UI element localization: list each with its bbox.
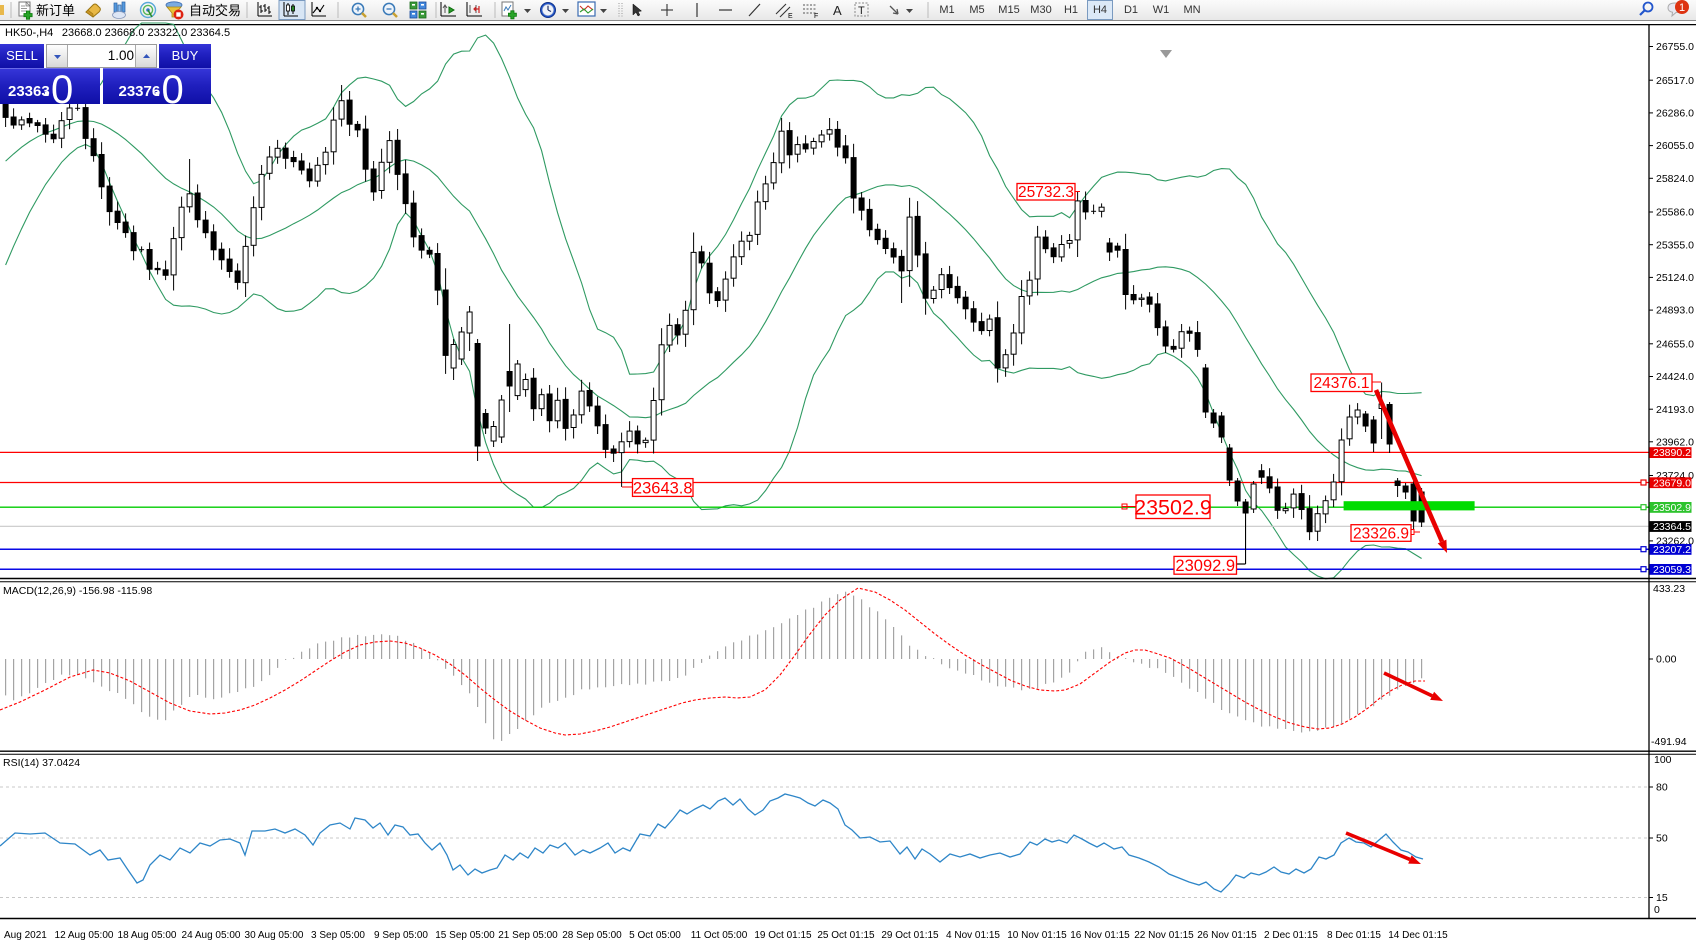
svg-text:0: 0 (1654, 904, 1660, 916)
svg-text:23207.2: 23207.2 (1653, 544, 1691, 556)
svg-text:50: 50 (1656, 833, 1668, 845)
svg-text:23059.3: 23059.3 (1653, 564, 1691, 576)
svg-text:9 Sep 05:00: 9 Sep 05:00 (374, 930, 428, 941)
svg-text:24376.1: 24376.1 (1313, 375, 1369, 392)
svg-text:24193.0: 24193.0 (1656, 404, 1694, 416)
svg-text:10 Nov 01:15: 10 Nov 01:15 (1007, 930, 1067, 941)
svg-text:28 Sep 05:00: 28 Sep 05:00 (562, 930, 622, 941)
svg-text:24893.0: 24893.0 (1656, 305, 1694, 317)
svg-text:23326.9: 23326.9 (1353, 525, 1409, 542)
svg-text:4 Nov 01:15: 4 Nov 01:15 (946, 930, 1000, 941)
svg-text:11 Oct 05:00: 11 Oct 05:00 (691, 930, 748, 941)
svg-text:MACD(12,26,9) -156.98 -115.98: MACD(12,26,9) -156.98 -115.98 (3, 585, 152, 597)
svg-text:HK50-,H4 23668.0 23668.0 2332: HK50-,H4 23668.0 23668.0 23322.0 23364.5 (5, 27, 230, 39)
svg-text:25 Oct 01:15: 25 Oct 01:15 (817, 930, 875, 941)
svg-text:Aug 2021: Aug 2021 (4, 930, 47, 941)
svg-text:0.00: 0.00 (1656, 654, 1677, 666)
svg-text:23679.0: 23679.0 (1653, 477, 1691, 489)
svg-text:12 Aug 05:00: 12 Aug 05:00 (55, 930, 114, 941)
svg-text:26517.0: 26517.0 (1656, 75, 1694, 87)
svg-text:30 Aug 05:00: 30 Aug 05:00 (245, 930, 304, 941)
svg-text:24655.0: 24655.0 (1656, 338, 1694, 350)
svg-text:15 Sep 05:00: 15 Sep 05:00 (435, 930, 495, 941)
svg-text:24 Aug 05:00: 24 Aug 05:00 (182, 930, 241, 941)
svg-text:23643.8: 23643.8 (633, 479, 693, 497)
svg-text:-491.94: -491.94 (1651, 736, 1687, 748)
svg-text:26755.0: 26755.0 (1656, 41, 1694, 53)
svg-text:23092.9: 23092.9 (1175, 557, 1235, 575)
svg-text:18 Aug 05:00: 18 Aug 05:00 (118, 930, 177, 941)
svg-text:25586.0: 25586.0 (1656, 207, 1694, 219)
svg-text:26055.0: 26055.0 (1656, 140, 1694, 152)
svg-text:5 Oct 05:00: 5 Oct 05:00 (629, 930, 681, 941)
svg-text:433.23: 433.23 (1653, 583, 1685, 595)
svg-text:RSI(14) 37.0424: RSI(14) 37.0424 (3, 757, 80, 769)
svg-text:100: 100 (1654, 754, 1672, 766)
svg-text:19 Oct 01:15: 19 Oct 01:15 (754, 930, 812, 941)
svg-text:26 Nov 01:15: 26 Nov 01:15 (1197, 930, 1257, 941)
svg-text:A: A (833, 3, 842, 18)
svg-text:25732.3: 25732.3 (1018, 184, 1074, 201)
svg-text:3 Sep 05:00: 3 Sep 05:00 (311, 930, 365, 941)
svg-text:23890.2: 23890.2 (1653, 447, 1691, 459)
svg-text:23502.9: 23502.9 (1134, 495, 1212, 519)
svg-text:T: T (858, 5, 865, 17)
svg-text:23364.5: 23364.5 (1653, 521, 1691, 533)
svg-text:E: E (788, 13, 793, 20)
svg-text:80: 80 (1656, 782, 1668, 794)
svg-text:F: F (814, 13, 818, 20)
svg-text:23962.0: 23962.0 (1656, 436, 1694, 448)
svg-text:25355.0: 25355.0 (1656, 239, 1694, 251)
svg-text:26286.0: 26286.0 (1656, 108, 1694, 120)
svg-text:22 Nov 01:15: 22 Nov 01:15 (1134, 930, 1194, 941)
svg-text:23502.9: 23502.9 (1653, 502, 1691, 514)
svg-text:14 Dec 01:15: 14 Dec 01:15 (1388, 930, 1448, 941)
svg-text:2 Dec 01:15: 2 Dec 01:15 (1264, 930, 1318, 941)
svg-text:自动交易: 自动交易 (189, 3, 241, 18)
svg-text:29 Oct 01:15: 29 Oct 01:15 (881, 930, 939, 941)
svg-text:21 Sep 05:00: 21 Sep 05:00 (498, 930, 558, 941)
svg-text:16 Nov 01:15: 16 Nov 01:15 (1070, 930, 1130, 941)
svg-text:24424.0: 24424.0 (1656, 371, 1694, 383)
svg-text:25124.0: 25124.0 (1656, 272, 1694, 284)
svg-text:1: 1 (1679, 2, 1685, 14)
svg-text:8 Dec 01:15: 8 Dec 01:15 (1327, 930, 1381, 941)
svg-text:15: 15 (1656, 892, 1668, 904)
svg-text:新订单: 新订单 (36, 3, 75, 18)
svg-text:25824.0: 25824.0 (1656, 173, 1694, 185)
